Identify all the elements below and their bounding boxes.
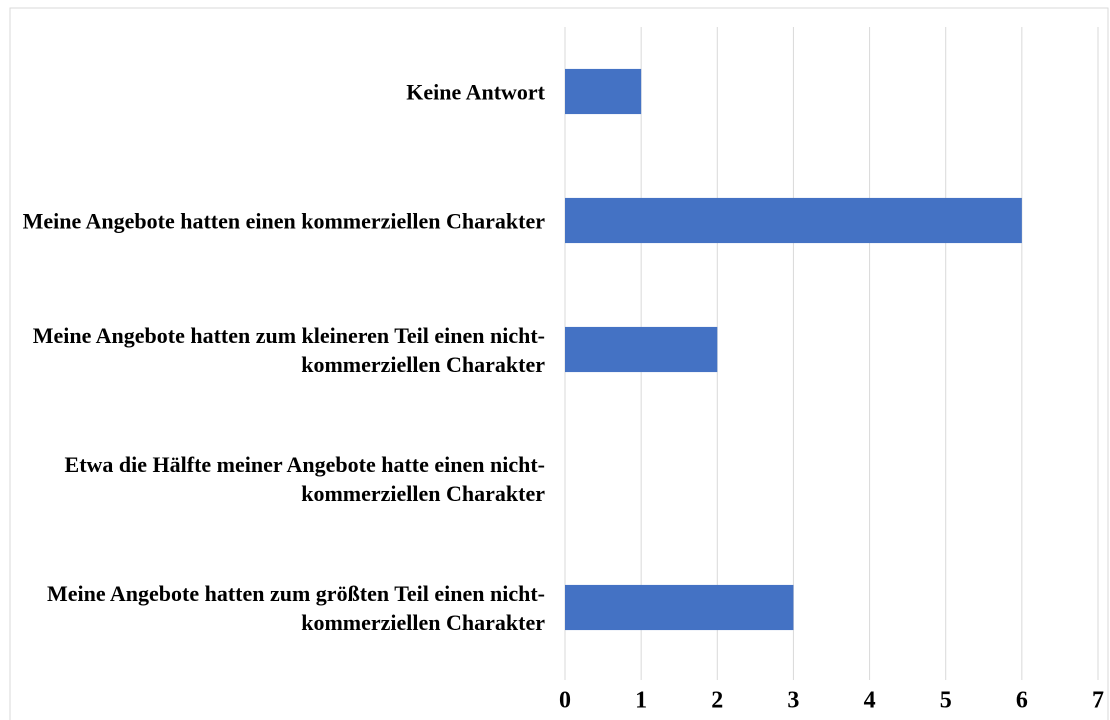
y-tick-label: Etwa die Hälfte meiner Angebote hatte ei… — [64, 451, 545, 506]
x-tick-label: 0 — [559, 688, 571, 714]
x-tick-label: 5 — [940, 688, 952, 714]
x-tick-label: 1 — [635, 688, 647, 714]
bar — [565, 584, 794, 631]
bar — [565, 68, 642, 115]
x-tick-label: 2 — [711, 688, 723, 714]
y-tick-label: Keine Antwort — [406, 79, 545, 104]
y-tick-label: Meine Angebote hatten zum größten Teil e… — [46, 580, 545, 635]
bar — [565, 197, 1022, 244]
x-tick-label: 6 — [1016, 688, 1028, 714]
y-tick-label: Meine Angebote hatten zum kleineren Teil… — [32, 322, 545, 377]
x-tick-label: 3 — [787, 688, 799, 714]
chart-frame — [9, 7, 1109, 720]
x-tick-label: 4 — [864, 688, 876, 714]
x-tick-label: 7 — [1092, 688, 1104, 714]
y-tick-label: Meine Angebote hatten einen kommerzielle… — [22, 208, 545, 233]
bar — [565, 326, 718, 373]
